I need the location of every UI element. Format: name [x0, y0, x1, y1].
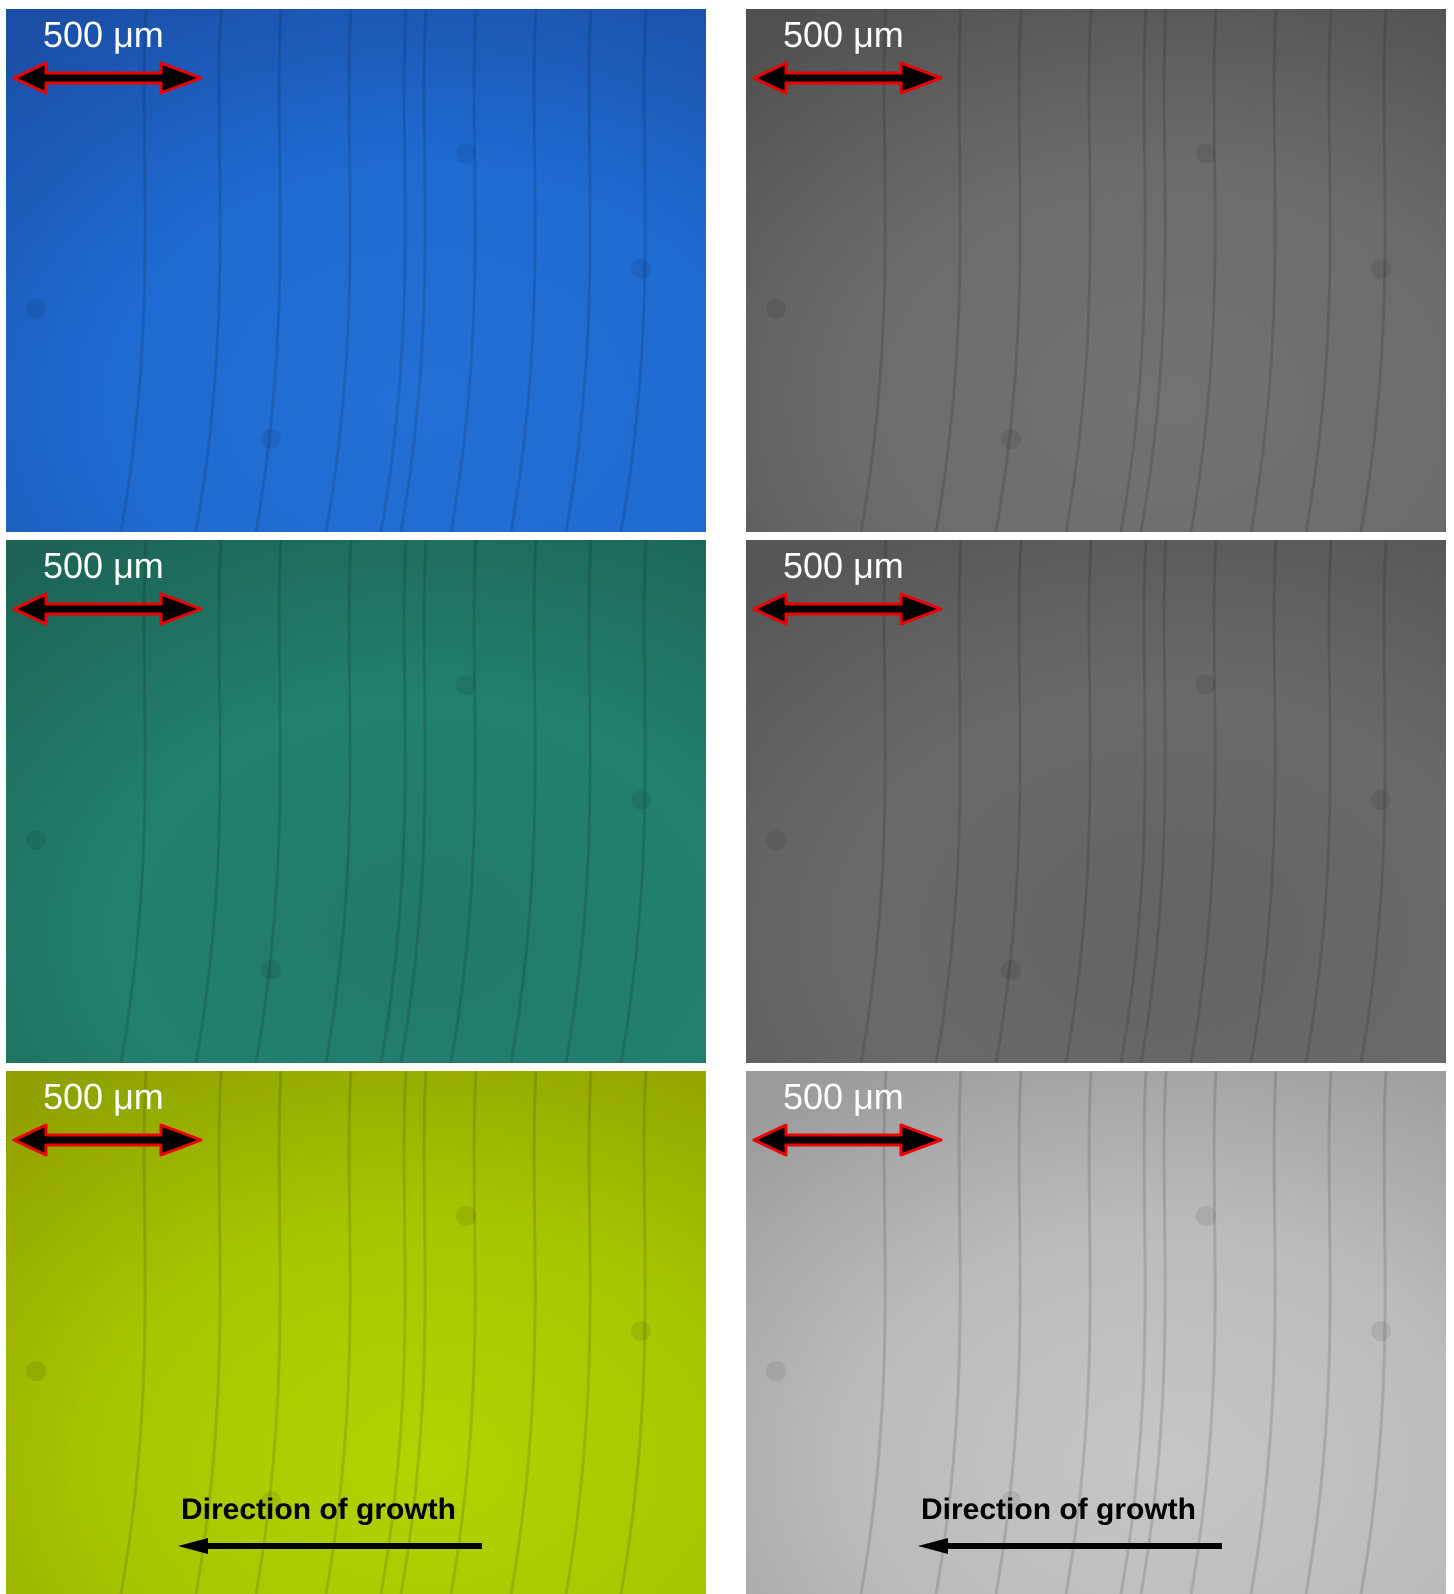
spot: [456, 144, 476, 164]
spot: [631, 790, 651, 810]
micrograph: 500 μm: [746, 540, 1446, 1063]
micrograph-panel: 500 μm: [6, 540, 706, 1063]
background: [6, 540, 706, 1063]
spot: [631, 1321, 651, 1341]
background: [6, 9, 706, 532]
spot: [1196, 675, 1216, 695]
spot: [1371, 1321, 1391, 1341]
micrograph: 500 μm Direction of growth: [6, 1071, 706, 1594]
spot: [261, 960, 281, 980]
spot: [1001, 429, 1021, 449]
spot: [456, 1206, 476, 1226]
scale-label: 500 μm: [783, 1076, 904, 1117]
spot: [766, 299, 786, 319]
spot: [631, 259, 651, 279]
spot: [766, 1361, 786, 1381]
direction-label: Direction of growth: [921, 1493, 1196, 1526]
direction-label: Direction of growth: [181, 1493, 456, 1526]
spot: [26, 1361, 46, 1381]
spot: [766, 830, 786, 850]
spot: [1196, 144, 1216, 164]
background: [746, 540, 1446, 1063]
spot: [456, 675, 476, 695]
micrograph: 500 μm Direction of growth: [746, 1071, 1446, 1594]
figure: 500 μm 500 μm 500 μm 500 μm 500 μm Direction …: [0, 0, 1454, 1594]
micrograph-panel: 500 μm: [746, 9, 1446, 532]
micrograph-panel: 500 μm: [746, 540, 1446, 1063]
micrograph: 500 μm: [746, 9, 1446, 532]
micrograph: 500 μm: [6, 9, 706, 532]
scale-label: 500 μm: [43, 14, 164, 55]
spot: [1001, 960, 1021, 980]
background: [746, 9, 1446, 532]
scale-label: 500 μm: [783, 14, 904, 55]
micrograph-panel: 500 μm: [6, 9, 706, 532]
spot: [26, 830, 46, 850]
scale-label: 500 μm: [783, 545, 904, 586]
spot: [26, 299, 46, 319]
scale-label: 500 μm: [43, 1076, 164, 1117]
micrograph-panel: 500 μm Direction of growth: [746, 1071, 1446, 1594]
spot: [1371, 259, 1391, 279]
spot: [1371, 790, 1391, 810]
spot: [261, 429, 281, 449]
micrograph: 500 μm: [6, 540, 706, 1063]
spot: [1196, 1206, 1216, 1226]
micrograph-panel: 500 μm Direction of growth: [6, 1071, 706, 1594]
scale-label: 500 μm: [43, 545, 164, 586]
